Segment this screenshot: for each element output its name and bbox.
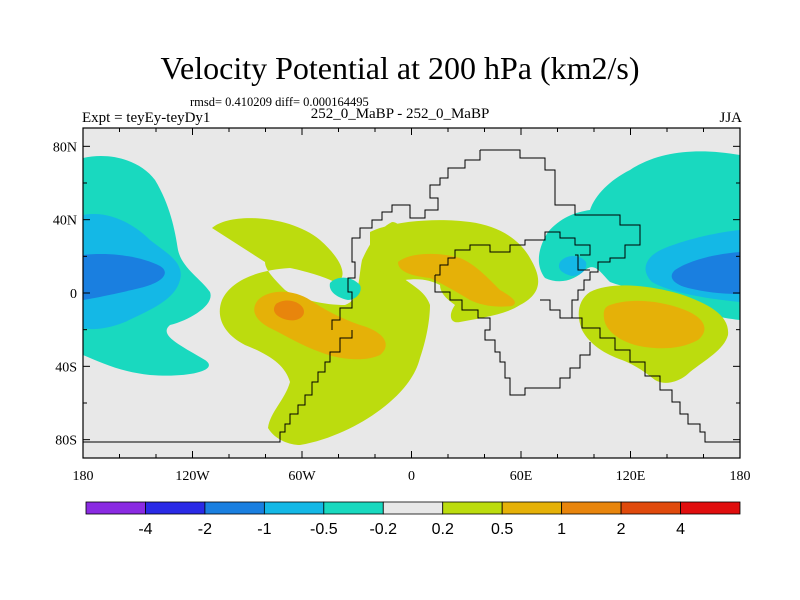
x-tick-label: 180 [730, 469, 751, 484]
colorbar-swatch [323, 501, 384, 515]
coastline-tethys-south [434, 275, 591, 396]
colorbar-swatch [501, 501, 563, 515]
y-tick-label: 80N [53, 140, 77, 155]
colorbar-swatch [382, 501, 444, 515]
colorbar-swatch [85, 501, 146, 515]
coastline-pangea-south [83, 330, 353, 443]
coastline-inner [540, 299, 572, 319]
x-tick-label: 120E [616, 469, 646, 484]
colorbar-label: -4 [138, 521, 152, 538]
colorbar-swatch [442, 501, 503, 515]
axis-tick-group [82, 128, 741, 458]
x-tick-label: 0 [408, 469, 415, 484]
contour-fill-group [83, 151, 740, 445]
colorbar-swatch [620, 501, 681, 515]
contour-region-small-neg [329, 277, 361, 300]
colorbar-label: 2 [617, 521, 626, 538]
season-label: JJA [719, 110, 742, 126]
x-tick-label: 120W [175, 469, 210, 484]
coastline-tethys-west [435, 231, 591, 276]
chart-title: Velocity Potential at 200 hPa (km2/s) [160, 50, 640, 86]
contour-region-atlantic-max [273, 300, 304, 321]
y-tick-label: 0 [70, 287, 77, 302]
experiment-name: 252_0_MaBP - 252_0_MaBP [310, 106, 490, 122]
colorbar-label: 0.2 [432, 521, 454, 538]
colorbar-label: 1 [557, 521, 566, 538]
coastline-pangea-north [331, 150, 481, 330]
y-tick-label: 40S [55, 360, 77, 375]
colorbar-swatch [263, 501, 325, 515]
coastline-pangea [480, 149, 740, 443]
experiment-label: Expt = teyEy-teyDy1 [82, 110, 211, 126]
contour-region-tethys-core [398, 253, 515, 307]
colorbar-label: -1 [257, 521, 271, 538]
colorbar-label: 0.5 [491, 521, 513, 538]
colorbar-swatch [561, 501, 622, 515]
x-tick-label: 180 [73, 469, 94, 484]
coastline-group [83, 149, 740, 443]
x-tick-label: 60W [288, 469, 316, 484]
colorbar-label: -0.2 [369, 521, 397, 538]
colorbar-swatch [145, 501, 206, 515]
y-tick-label: 40N [53, 214, 77, 229]
colorbar-label: -0.5 [310, 521, 338, 538]
axis-label-group: 180 120W 60W 0 60E 120E 180 80N 40N 0 40S 80S [53, 140, 751, 484]
coastline-east-block [575, 254, 590, 271]
contour-region-south-core [603, 300, 705, 349]
x-tick-label: 60E [510, 469, 533, 484]
colorbar-swatch [680, 501, 741, 515]
colorbar-swatch [204, 501, 265, 515]
contour-region-west-neg-core [83, 254, 165, 300]
contour-region-east-neg-small [558, 256, 587, 276]
colorbar: -4 -2 -1 -0.5 -0.2 0.2 0.5 1 2 4 [85, 501, 741, 538]
stats-label: rmsd= 0.410209 diff= 0.000164495 [190, 95, 369, 109]
colorbar-label: -2 [198, 521, 212, 538]
contour-region-east-neg-core [671, 252, 740, 294]
y-tick-label: 80S [55, 434, 77, 449]
colorbar-label: 4 [676, 521, 685, 538]
